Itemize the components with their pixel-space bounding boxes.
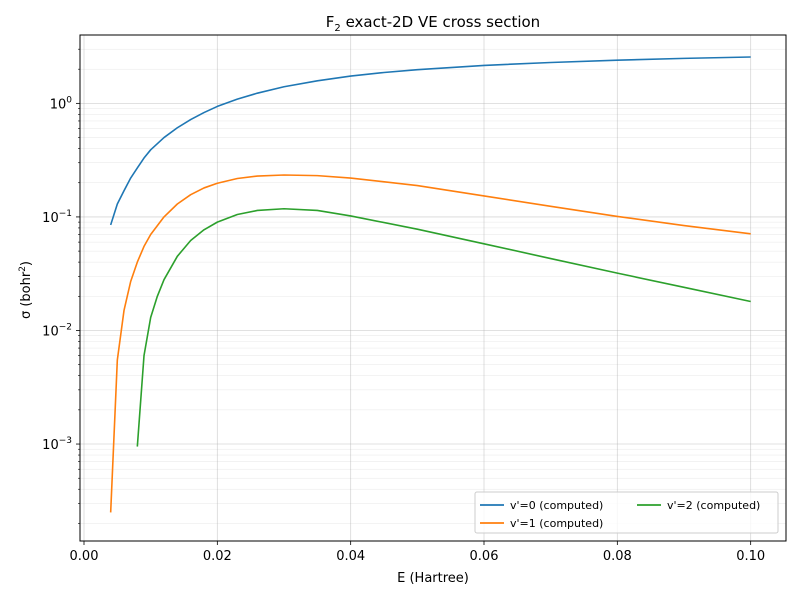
- x-tick-label: 0.10: [736, 549, 765, 564]
- plot-area-frame: [79, 34, 787, 542]
- x-tick-label: 0.08: [603, 549, 632, 564]
- legend-box: [474, 491, 779, 534]
- legend: v'=0 (computed) v'=1 (computed) v'=2 (comp…: [474, 491, 779, 534]
- grid: [80, 35, 786, 541]
- legend-entry-label: v'=2 (computed): [667, 499, 760, 512]
- y-axis-label: σ (bohr2): [18, 261, 34, 319]
- legend-entry-label: v'=0 (computed): [510, 499, 603, 512]
- x-tick-label: 0.02: [203, 549, 232, 564]
- y-tick-label: 10−3: [42, 436, 72, 453]
- x-tick-label: 0.00: [70, 549, 99, 564]
- legend-entry-label: v'=1 (computed): [510, 517, 603, 530]
- x-axis-label: E (Hartree): [397, 571, 469, 586]
- series-line-v0: [109, 56, 751, 226]
- chart-title: F2 exact-2D VE cross section: [326, 13, 540, 34]
- x-tick-label: 0.04: [336, 549, 365, 564]
- y-tick-label: 100: [50, 95, 73, 112]
- series-line-v1: [109, 174, 751, 513]
- x-tick-label: 0.06: [470, 549, 499, 564]
- axes: 0.00 0.02 0.04 0.06 0.08 0.10 10−3 10−2 10−1 100: [42, 48, 765, 564]
- y-tick-label: 10−1: [42, 209, 72, 226]
- series-line-v2: [136, 207, 751, 447]
- series-lines: [109, 56, 751, 513]
- y-tick-label: 10−2: [42, 322, 72, 339]
